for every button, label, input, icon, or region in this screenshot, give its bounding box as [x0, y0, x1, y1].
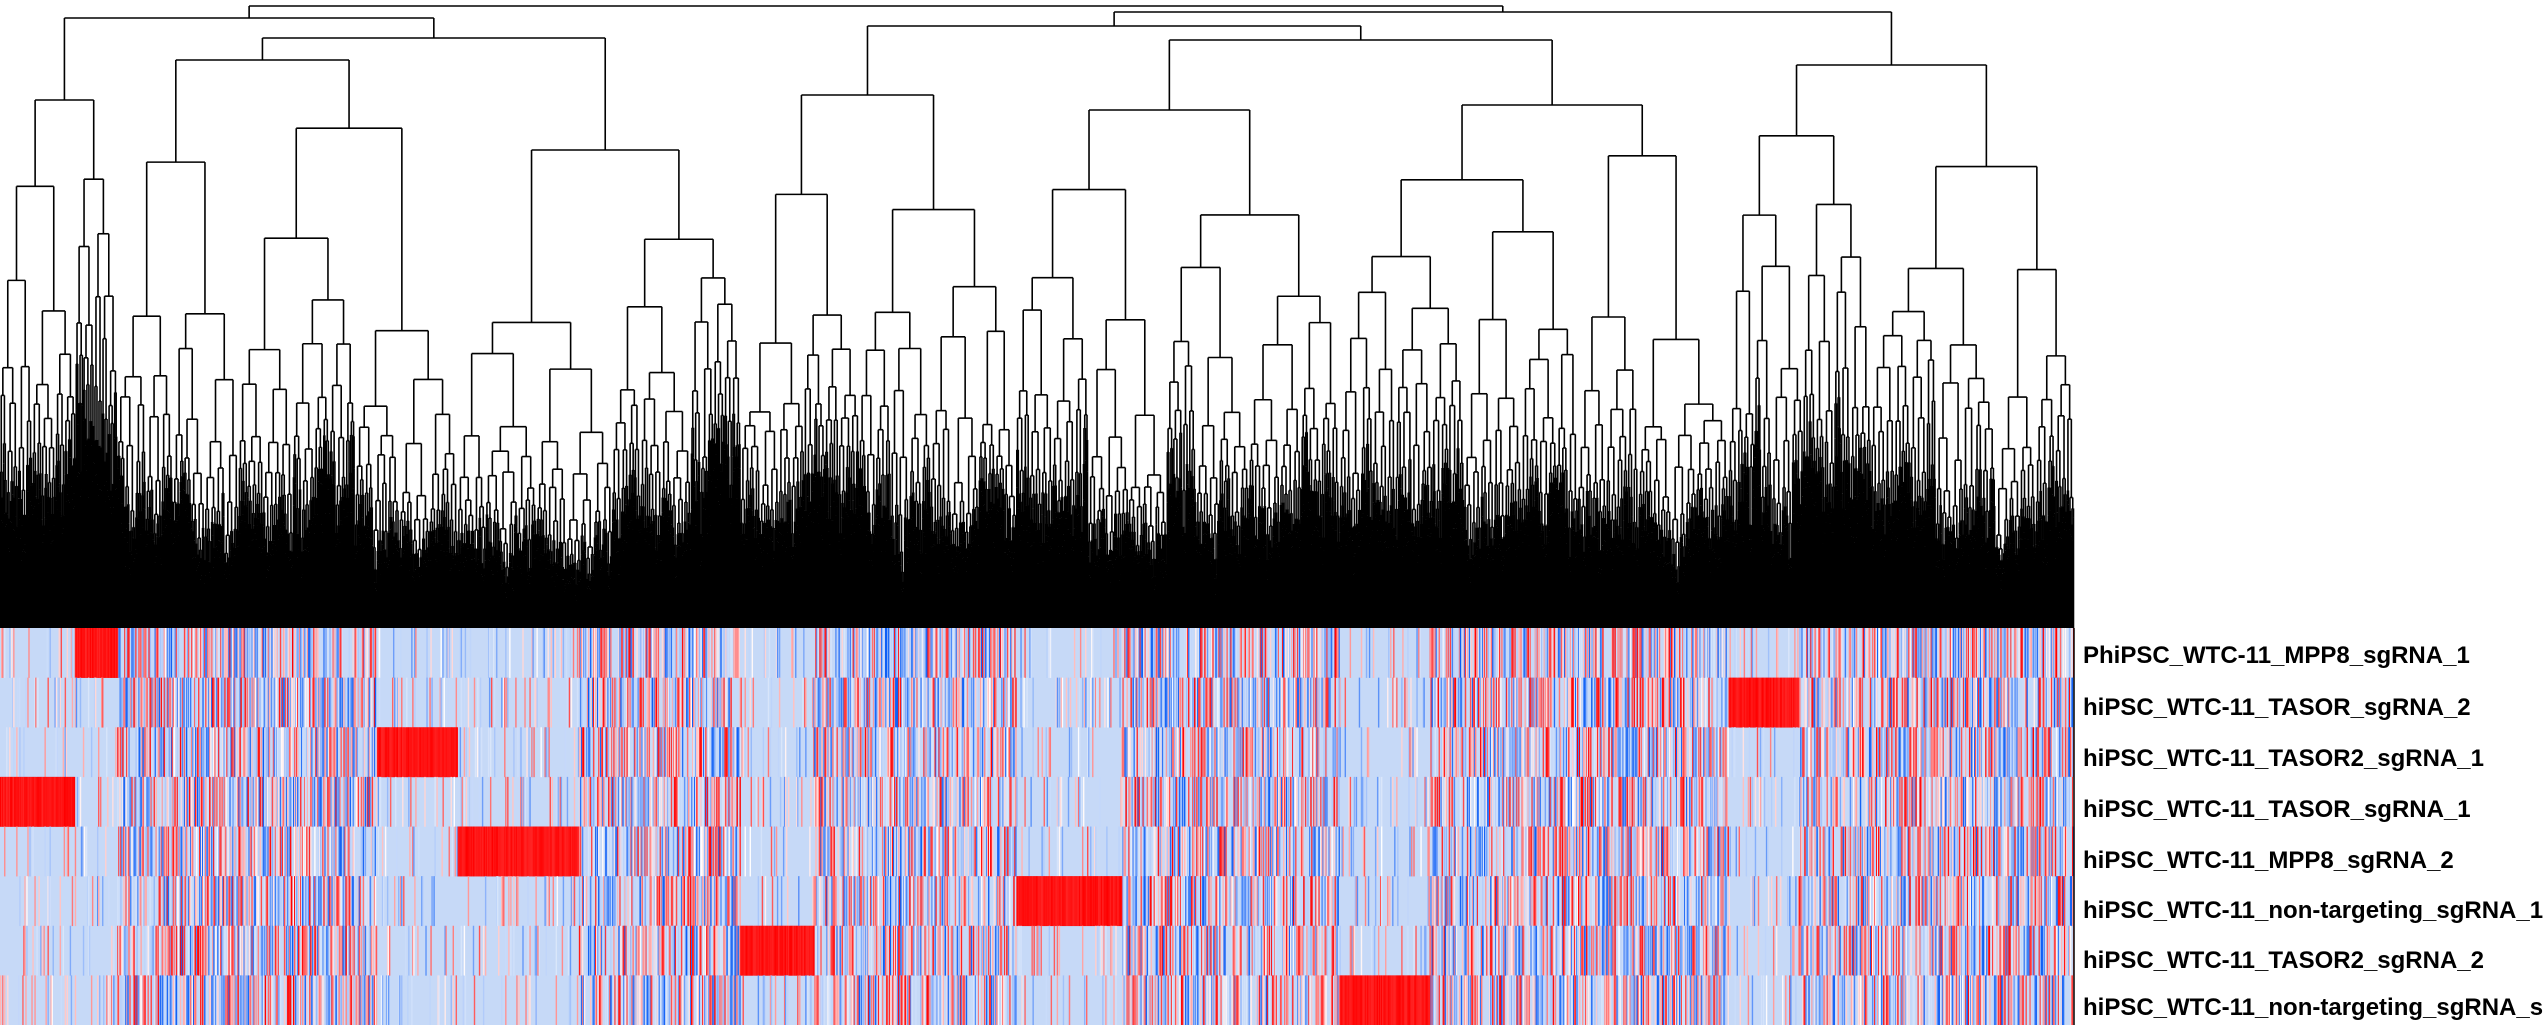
column-dendrogram: [0, 5, 2075, 628]
